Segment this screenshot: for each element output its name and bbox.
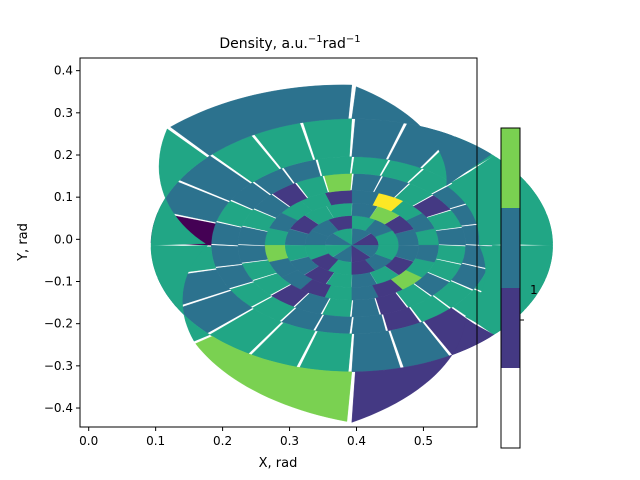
colorbar-segment [501, 368, 520, 448]
y-tick-label: 0.4 [54, 64, 73, 78]
mesh-cell [324, 173, 353, 193]
chart-title-mid: rad [323, 36, 346, 52]
mesh-cell [195, 335, 353, 422]
mesh-cell [435, 227, 466, 246]
chart-title-sup1: −1 [308, 34, 323, 45]
x-tick-label: 0.3 [280, 434, 299, 448]
y-axis-label: Y, rad [16, 223, 31, 262]
colorbar-segment [501, 208, 520, 288]
colorbar: 1 [500, 127, 538, 449]
mesh-cell [315, 314, 353, 335]
mesh-cell [351, 297, 380, 318]
density-mesh [150, 84, 553, 423]
mesh-cell [150, 244, 211, 342]
mesh-cell [317, 156, 353, 177]
y-tick-label: 0.3 [54, 106, 73, 120]
axes: 0.0 0.1 0.2 0.3 0.4 0.5 0.4 0.3 0.2 0.1 0.0 −0.1 −0.… [44, 57, 478, 448]
y-tick-label: 0.1 [54, 190, 73, 204]
mesh-cell [351, 314, 387, 335]
mesh-cell [210, 222, 242, 246]
y-tick-label: −0.4 [44, 401, 73, 415]
y-tick-label: 0.0 [54, 232, 73, 246]
x-tick-label: 0.0 [79, 434, 98, 448]
mesh-cell [351, 156, 389, 176]
y-tick-label: −0.3 [44, 359, 73, 373]
mesh-cell [351, 318, 495, 423]
colorbar-segment [501, 128, 520, 208]
chart-title: Density, a.u.−1rad−1 [219, 34, 360, 52]
colorbar-tick-label: 1 [530, 283, 538, 297]
x-tick-label: 0.1 [146, 434, 165, 448]
mesh-cell [170, 84, 353, 157]
y-tick-label: 0.2 [54, 148, 73, 162]
y-tick-label: −0.1 [44, 275, 73, 289]
x-axis-label: X, rad [259, 456, 298, 471]
y-tick-label: −0.2 [44, 317, 73, 331]
colorbar-segment [501, 288, 520, 368]
x-tick-label: 0.4 [347, 434, 366, 448]
mesh-cell [210, 244, 243, 267]
chart-title-sup2: −1 [346, 34, 361, 45]
x-tick-label: 0.2 [213, 434, 232, 448]
x-tick-label: 0.5 [414, 434, 433, 448]
colorbar-frame [500, 127, 521, 449]
plot-frame [79, 57, 478, 428]
mesh-cell [351, 86, 492, 187]
mesh-cell [150, 128, 208, 246]
mesh-cell [237, 244, 268, 263]
chart-title-main: Density, a.u. [219, 36, 307, 52]
